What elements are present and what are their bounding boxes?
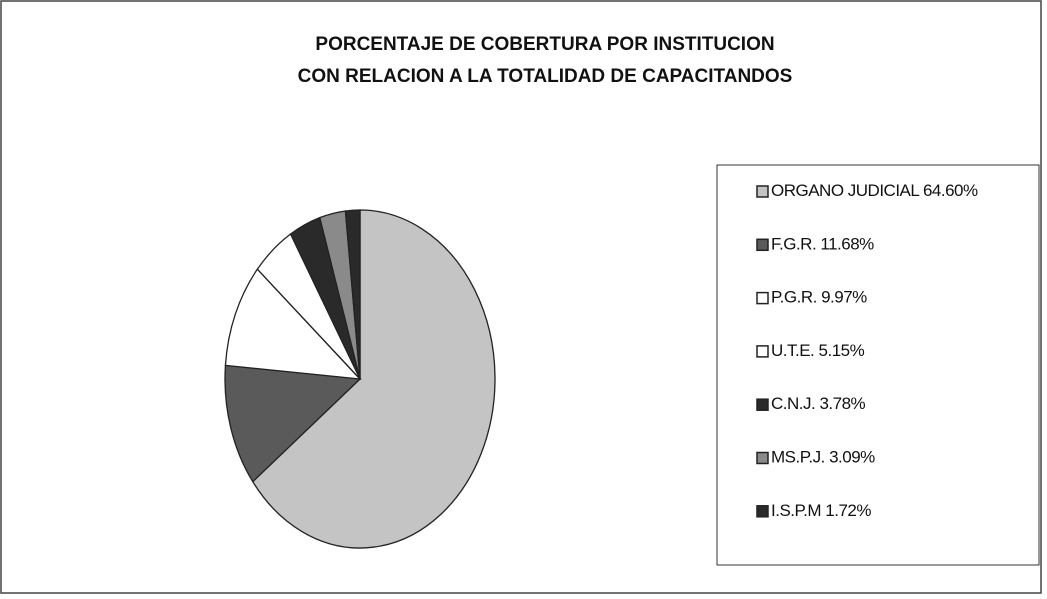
legend-category: ORGANO JUDICIAL	[771, 181, 919, 200]
legend-label: U.T.E. 5.15%	[771, 341, 865, 360]
legend-label: F.G.R. 11.68%	[771, 235, 874, 254]
pie-slice	[224, 364, 362, 483]
pie-slice	[251, 209, 496, 549]
legend-category: F.G.R.	[771, 235, 816, 254]
legend-category: P.G.R.	[771, 288, 817, 307]
legend-value: 5.15%	[819, 341, 865, 360]
legend-value: 9.97%	[821, 288, 867, 307]
legend-swatch	[756, 451, 769, 465]
legend-label: ORGANO JUDICIAL 64.60%	[771, 181, 978, 200]
legend-value: 1.72%	[825, 501, 871, 520]
legend-value: 3.09%	[829, 448, 875, 467]
legend-value: 3.78%	[819, 395, 865, 414]
legend-label: P.G.R. 9.97%	[771, 288, 867, 307]
legend-swatch	[756, 345, 769, 358]
pie-slice	[344, 209, 361, 380]
legend-label: C.N.J. 3.78%	[771, 395, 866, 414]
legend-category: U.T.E.	[771, 341, 814, 360]
legend-label: I.S.P.M 1.72%	[771, 501, 871, 520]
legend-swatch	[756, 291, 769, 305]
legend-category: C.N.J.	[771, 395, 815, 414]
legend-swatch	[756, 398, 769, 411]
chart-subtitle: CON RELACION A LA TOTALIDAD DE CAPACITAN…	[298, 66, 793, 87]
chart-title: PORCENTAJE DE COBERTURA POR INSTITUCION	[315, 34, 774, 55]
legend-box	[716, 164, 1040, 566]
legend-swatch	[756, 238, 769, 252]
legend-value: 11.68%	[820, 235, 874, 254]
legend-swatch	[756, 185, 769, 198]
legend-value: 64.60%	[923, 181, 978, 200]
legend-category: I.S.P.M	[771, 501, 821, 520]
legend-category: MS.P.J.	[771, 448, 825, 467]
legend-swatch	[756, 505, 769, 518]
pie-slice	[224, 268, 362, 380]
legend-label: MS.P.J. 3.09%	[771, 448, 875, 467]
